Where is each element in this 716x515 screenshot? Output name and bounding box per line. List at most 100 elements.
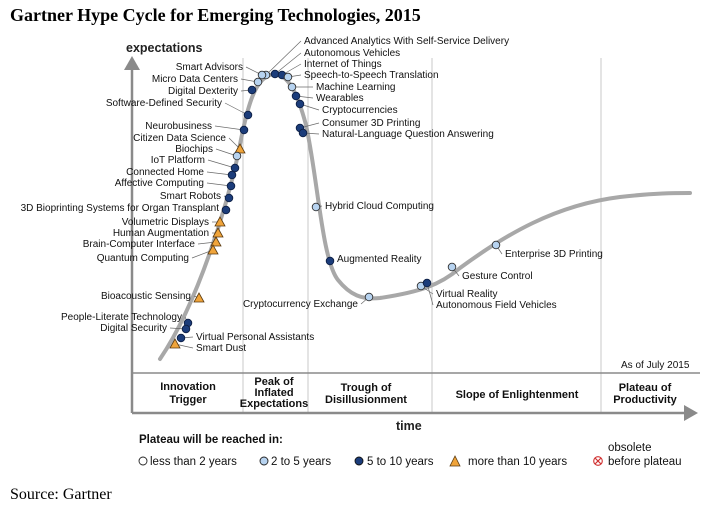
tech-marker	[257, 70, 267, 80]
tech-marker	[283, 72, 293, 82]
tech-label: Connected Home	[126, 167, 204, 178]
phase-label: Trough of	[341, 382, 392, 394]
y-axis-arrow	[124, 56, 140, 70]
tech-label: Bioacoustic Sensing	[101, 291, 191, 302]
tech-marker	[243, 110, 253, 120]
tech-marker	[247, 85, 257, 95]
tech-label: Wearables	[316, 93, 364, 104]
tech-label: Cryptocurrency Exchange	[243, 299, 358, 310]
x-axis-label: time	[396, 419, 422, 433]
tech-marker	[232, 151, 242, 161]
tech-label: Natural-Language Question Answering	[322, 129, 494, 140]
tech-label: Cryptocurrencies	[322, 105, 398, 116]
technology-labels: Advanced Analytics With Self-Service Del…	[21, 36, 603, 354]
tech-label: Advanced Analytics With Self-Service Del…	[304, 36, 509, 47]
phase-label: Expectations	[240, 398, 308, 410]
chart-title: Gartner Hype Cycle for Emerging Technolo…	[10, 5, 421, 25]
tech-label: Quantum Computing	[97, 253, 189, 264]
legend-label-obsolete-line1: obsolete	[608, 442, 651, 454]
legend-marker-gt10	[449, 455, 461, 467]
tech-label: Biochips	[175, 144, 213, 155]
leader-lines	[169, 40, 503, 349]
tech-label: Hybrid Cloud Computing	[325, 201, 434, 212]
legend-marker-lt2	[138, 456, 148, 466]
tech-label: IoT Platform	[151, 155, 205, 166]
tech-marker	[214, 216, 226, 227]
leader-line	[224, 102, 249, 116]
tech-marker	[422, 278, 432, 288]
tech-marker	[224, 193, 234, 203]
technology-markers	[169, 69, 501, 349]
phase-dividers	[242, 58, 602, 413]
legend-label-gt10: more than 10 years	[468, 456, 567, 468]
hype-curve	[158, 72, 692, 361]
phase-label: Productivity	[613, 394, 677, 406]
tech-label: 3D Bioprinting Systems for Organ Transpl…	[21, 203, 220, 214]
tech-marker	[210, 236, 222, 247]
tech-marker	[325, 256, 335, 266]
leader-line	[265, 40, 302, 76]
tech-marker	[298, 128, 308, 138]
source-note: Source: Gartner	[10, 486, 112, 503]
legend-label-obsolete-line2: before plateau	[608, 456, 682, 468]
legend: Plateau will be reached in: less than 2 …	[138, 434, 682, 468]
tech-marker	[295, 99, 305, 109]
tech-label: Smart Robots	[160, 191, 221, 202]
tech-label: Digital Dexterity	[168, 86, 238, 97]
tech-label: Virtual Reality	[436, 289, 498, 300]
phase-label: Slope of Enlightenment	[456, 389, 579, 401]
phase-label: Disillusionment	[325, 394, 407, 406]
tech-label: Consumer 3D Printing	[322, 118, 420, 129]
tech-marker	[169, 338, 181, 349]
y-axis-label: expectations	[126, 41, 202, 55]
legend-marker-obsolete	[593, 456, 603, 466]
tech-label: Enterprise 3D Printing	[505, 249, 603, 260]
hype-cycle-chart: expectations time As of July 2015 Innova…	[21, 36, 700, 468]
leader-line	[214, 125, 245, 131]
tech-label: Micro Data Centers	[152, 74, 238, 85]
tech-label: Speech-to-Speech Translation	[304, 70, 439, 81]
x-axis-arrow	[684, 405, 698, 421]
tech-label: Autonomous Field Vehicles	[436, 300, 557, 311]
tech-label: Brain-Computer Interface	[83, 239, 196, 250]
tech-marker	[253, 77, 263, 87]
tech-marker	[291, 91, 301, 101]
legend-title: Plateau will be reached in:	[139, 434, 283, 446]
phase-label: Peak of	[254, 376, 293, 388]
tech-label: Software-Defined Security	[106, 98, 222, 109]
leader-line	[207, 159, 236, 169]
tech-marker	[212, 227, 224, 238]
phase-label: Plateau of	[619, 382, 672, 394]
tech-label: Machine Learning	[316, 82, 396, 93]
tech-marker	[207, 244, 219, 255]
tech-marker	[227, 170, 237, 180]
tech-marker	[226, 181, 236, 191]
tech-marker	[181, 324, 191, 334]
legend-label-2to5: 2 to 5 years	[271, 456, 331, 468]
tech-label: Citizen Data Science	[133, 133, 226, 144]
tech-marker	[364, 292, 374, 302]
tech-label: Augmented Reality	[337, 254, 422, 265]
tech-label: Neurobusiness	[145, 121, 212, 132]
tech-marker	[447, 262, 457, 272]
axes	[124, 56, 700, 421]
tech-marker	[311, 202, 321, 212]
tech-label: Digital Security	[100, 323, 167, 334]
leader-line	[274, 52, 302, 75]
tech-marker	[270, 69, 280, 79]
legend-label-lt2: less than 2 years	[150, 456, 237, 468]
tech-marker	[176, 333, 186, 343]
legend-label-5to10: 5 to 10 years	[367, 456, 434, 468]
tech-label: Smart Advisors	[176, 62, 243, 73]
legend-marker-2to5	[259, 456, 269, 466]
as-of-note: As of July 2015	[621, 360, 690, 371]
tech-label: Human Augmentation	[113, 228, 209, 239]
tech-label: Autonomous Vehicles	[304, 48, 400, 59]
phase-label: Trigger	[169, 394, 207, 406]
tech-label: Virtual Personal Assistants	[196, 332, 314, 343]
tech-label: Internet of Things	[304, 59, 382, 70]
tech-marker	[230, 163, 240, 173]
tech-marker	[239, 125, 249, 135]
phase-label: Inflated	[254, 387, 293, 399]
